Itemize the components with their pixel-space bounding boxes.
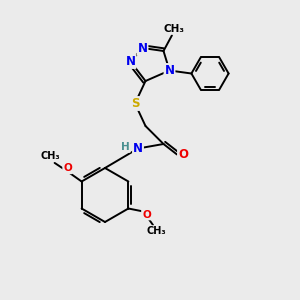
Text: CH₃: CH₃ — [163, 24, 184, 34]
Text: O: O — [63, 163, 72, 173]
Text: CH₃: CH₃ — [40, 151, 60, 161]
Text: N: N — [125, 55, 136, 68]
Text: O: O — [142, 209, 151, 220]
Text: N: N — [137, 41, 148, 55]
Text: N: N — [133, 142, 143, 155]
Text: O: O — [178, 148, 188, 161]
Text: H: H — [121, 142, 130, 152]
Text: S: S — [131, 97, 139, 110]
Text: N: N — [164, 64, 175, 77]
Text: CH₃: CH₃ — [146, 226, 166, 236]
